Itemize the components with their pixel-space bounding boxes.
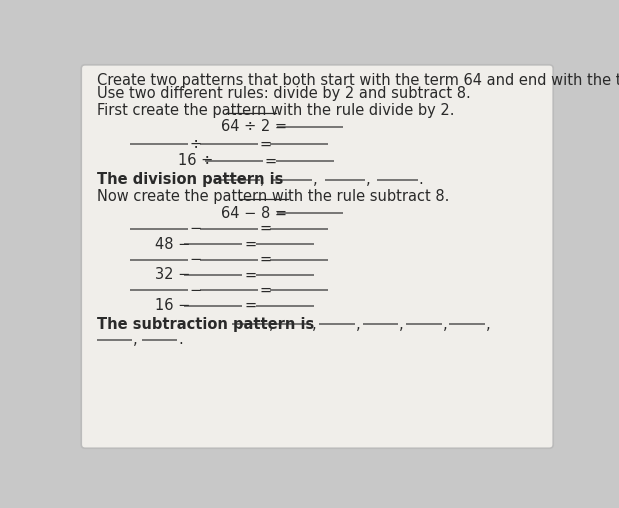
Text: First create the pattern with the rule divide by 2.: First create the pattern with the rule d… (97, 103, 454, 117)
Text: 16 −: 16 − (155, 298, 190, 313)
Text: .: . (178, 332, 183, 347)
Text: 16 ÷: 16 ÷ (178, 153, 214, 168)
Text: ,: , (313, 172, 318, 187)
Text: =: = (244, 298, 256, 313)
Text: =: = (244, 267, 256, 282)
Text: =: = (244, 237, 256, 251)
Text: ÷: ÷ (190, 137, 202, 151)
Text: 64 ÷ 2 =: 64 ÷ 2 = (221, 119, 287, 135)
Text: =: = (259, 252, 272, 267)
Text: =: = (259, 221, 272, 236)
Text: =: = (259, 283, 272, 298)
Text: Use two different rules: divide by 2 and subtract 8.: Use two different rules: divide by 2 and… (97, 86, 470, 101)
Text: −: − (190, 252, 202, 267)
FancyBboxPatch shape (81, 65, 553, 448)
Text: =: = (265, 153, 277, 168)
Text: The division pattern is: The division pattern is (97, 172, 283, 187)
Text: Create two patterns that both start with the term 64 and end with the term 8.: Create two patterns that both start with… (97, 73, 619, 88)
Text: ,: , (133, 332, 138, 347)
Text: ,: , (366, 172, 370, 187)
Text: 64 − 8 =: 64 − 8 = (221, 206, 287, 220)
Text: .: . (418, 172, 423, 187)
Text: ,: , (486, 316, 490, 332)
Text: Now create the pattern with the rule subtract 8.: Now create the pattern with the rule sub… (97, 189, 449, 204)
Text: ,: , (443, 316, 447, 332)
Text: =: = (259, 137, 272, 151)
Text: 48 −: 48 − (155, 237, 190, 251)
Text: ,: , (260, 172, 265, 187)
Text: ,: , (399, 316, 404, 332)
Text: The subtraction pattern is: The subtraction pattern is (97, 316, 314, 332)
Text: ,: , (312, 316, 317, 332)
Text: −: − (190, 221, 202, 236)
Text: ,: , (269, 316, 274, 332)
Text: −: − (190, 283, 202, 298)
Text: 32 −: 32 − (155, 267, 190, 282)
Text: ,: , (355, 316, 360, 332)
